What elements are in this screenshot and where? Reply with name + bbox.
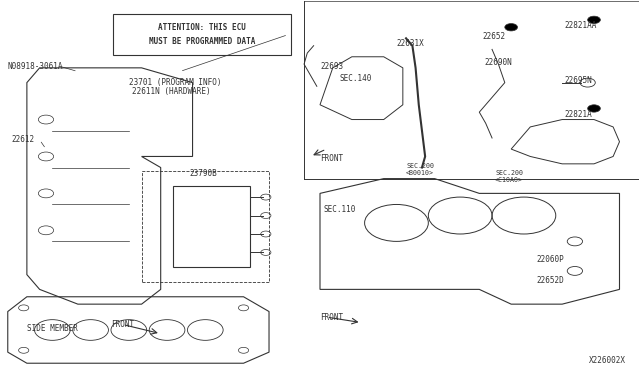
Circle shape <box>588 105 600 112</box>
Text: N08918-3061A: N08918-3061A <box>8 61 63 71</box>
Text: 22652: 22652 <box>483 32 506 41</box>
Text: FRONT: FRONT <box>320 312 343 321</box>
Text: SEC.200: SEC.200 <box>495 170 524 176</box>
Text: MUST BE PROGRAMMED DATA: MUST BE PROGRAMMED DATA <box>149 37 255 46</box>
Bar <box>173 186 250 267</box>
Text: 22693: 22693 <box>320 61 343 71</box>
Text: 22695N: 22695N <box>564 76 592 85</box>
Text: SIDE MEMBER: SIDE MEMBER <box>27 324 77 333</box>
Bar <box>141 171 269 282</box>
Text: SEC.200: SEC.200 <box>406 163 434 169</box>
Text: 22821A: 22821A <box>564 109 592 119</box>
Text: 22690N: 22690N <box>484 58 512 67</box>
Text: ATTENTION: THIS ECU: ATTENTION: THIS ECU <box>158 23 246 32</box>
Text: 22060P: 22060P <box>537 255 564 264</box>
FancyBboxPatch shape <box>113 14 291 55</box>
Text: X226002X: X226002X <box>589 356 626 365</box>
Text: <B0010>: <B0010> <box>406 170 434 176</box>
Circle shape <box>505 23 518 31</box>
Text: 23701 (PROGRAM INFO): 23701 (PROGRAM INFO) <box>129 78 221 87</box>
Circle shape <box>588 16 600 23</box>
Text: 22821AA: 22821AA <box>564 21 596 30</box>
Text: SEC.110: SEC.110 <box>323 205 356 215</box>
Text: 23790B: 23790B <box>189 169 217 177</box>
Text: SEC.140: SEC.140 <box>339 74 371 83</box>
Text: FRONT: FRONT <box>320 154 343 163</box>
Text: 22631X: 22631X <box>396 39 424 48</box>
Text: <C10A0>: <C10A0> <box>495 177 524 183</box>
Text: 22652D: 22652D <box>537 276 564 285</box>
Text: 22612: 22612 <box>11 135 34 144</box>
Text: 22611N (HARDWARE): 22611N (HARDWARE) <box>132 87 211 96</box>
Text: FRONT: FRONT <box>111 320 134 329</box>
